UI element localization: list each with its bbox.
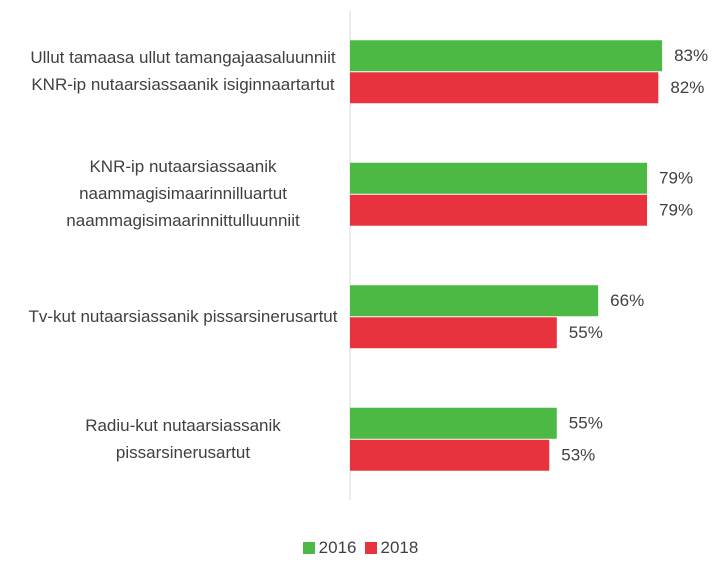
category-label: KNR-ip nutaarsiassaanik naammagisimaarin… <box>66 157 300 231</box>
legend-label: 2018 <box>380 538 419 557</box>
value-label: 53% <box>561 446 595 465</box>
bar <box>350 407 557 439</box>
bar <box>350 317 557 349</box>
bar <box>350 162 648 194</box>
legend-swatch <box>302 542 315 554</box>
value-label: 55% <box>569 323 603 342</box>
bar <box>350 72 659 104</box>
bar <box>350 439 550 471</box>
value-label: 66% <box>610 291 644 310</box>
category-label: Radiu-kut nutaarsiassanik pissarsinerusa… <box>85 415 281 462</box>
bar <box>350 194 648 226</box>
value-label: 55% <box>569 414 603 433</box>
value-label: 82% <box>670 78 704 97</box>
legend: 2016 2018 <box>0 538 721 558</box>
legend-item: 2018 <box>364 538 419 558</box>
value-label: 79% <box>659 169 693 188</box>
category-label: Tv-kut nutaarsiassanik pissarsinerusartu… <box>28 306 338 326</box>
legend-item: 2016 <box>302 538 357 558</box>
bar <box>350 40 663 72</box>
bar <box>350 285 599 317</box>
legend-label: 2016 <box>318 538 357 557</box>
legend-swatch <box>364 542 377 554</box>
value-label: 79% <box>659 201 693 220</box>
category-label: Ullut tamaasa ullut tamangajaasaluunniit… <box>30 48 336 95</box>
value-label: 83% <box>674 46 708 65</box>
